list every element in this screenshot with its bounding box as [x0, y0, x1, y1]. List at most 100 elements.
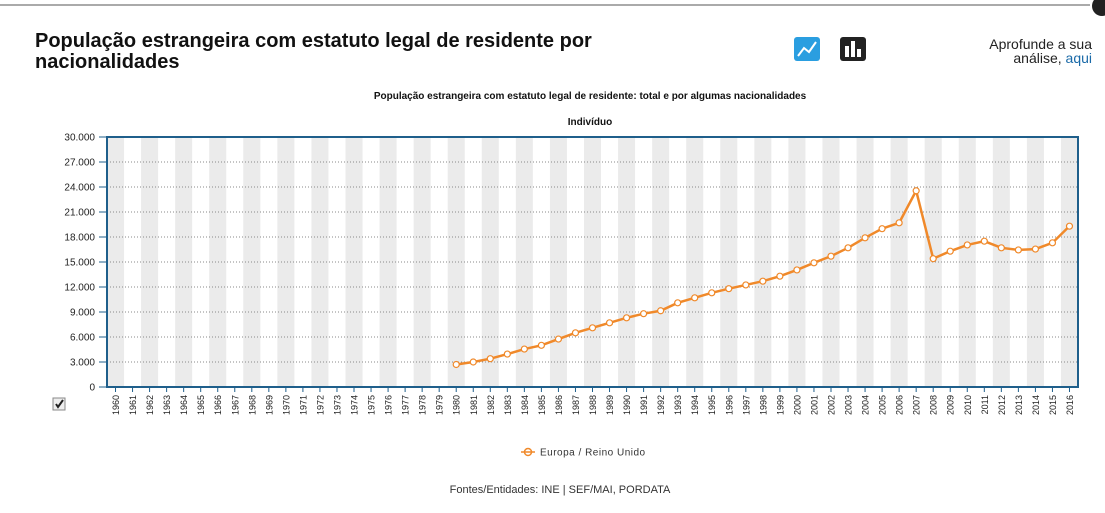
- x-tick-label: 1967: [230, 395, 240, 415]
- x-tick-label: 2016: [1065, 395, 1075, 415]
- bar-chart-button[interactable]: [840, 37, 866, 61]
- data-point: [1048, 239, 1057, 247]
- data-point: [554, 335, 563, 343]
- x-tick-label: 1976: [384, 395, 394, 415]
- y-tick-label: 24.000: [64, 183, 95, 194]
- x-tick-label: 1974: [350, 395, 360, 415]
- category-band: [1026, 137, 1044, 387]
- y-tick-label: 18.000: [64, 233, 95, 244]
- aside-link[interactable]: aqui: [1066, 50, 1092, 66]
- data-point: [691, 294, 699, 302]
- x-tick-label: 2015: [1048, 395, 1058, 415]
- category-band: [107, 137, 125, 387]
- category-band: [856, 137, 874, 387]
- x-tick-label: 1997: [741, 395, 751, 415]
- x-tick-label: 1978: [418, 395, 428, 415]
- data-point: [929, 255, 937, 263]
- data-point: [657, 307, 665, 315]
- x-tick-label: 2000: [792, 395, 802, 415]
- aside-text: análise,: [1013, 50, 1061, 66]
- y-tick-label: 0: [89, 383, 95, 394]
- x-tick-label: 1964: [179, 395, 189, 415]
- data-point: [946, 247, 954, 255]
- data-point: [1014, 246, 1022, 254]
- data-point: [878, 225, 886, 233]
- page-title: nacionalidades: [35, 51, 180, 73]
- x-tick-label: 1984: [520, 395, 530, 415]
- data-point: [605, 319, 614, 327]
- x-tick-label: 1961: [128, 395, 138, 415]
- category-band: [1060, 137, 1078, 387]
- x-tick-label: 1970: [281, 395, 291, 415]
- x-tick-label: 1979: [435, 395, 445, 415]
- x-tick-label: 1973: [332, 395, 342, 415]
- category-band: [175, 137, 193, 387]
- page-title: População estrangeira com estatuto legal…: [35, 30, 592, 52]
- x-tick-label: 1982: [486, 395, 496, 415]
- x-tick-label: 1980: [452, 395, 462, 415]
- x-tick-label: 1962: [145, 395, 155, 415]
- y-tick-label: 21.000: [64, 208, 95, 219]
- x-tick-label: 1998: [758, 395, 768, 415]
- y-tick-label: 12.000: [64, 283, 95, 294]
- aside-text: Aprofunde a sua: [989, 36, 1092, 52]
- x-tick-label: 1972: [315, 395, 325, 415]
- data-point: [725, 285, 733, 293]
- data-point: [810, 259, 818, 267]
- data-point: [827, 252, 835, 260]
- x-tick-label: 2009: [946, 395, 956, 415]
- y-axis-label: Indivíduo: [568, 117, 612, 128]
- data-point: [674, 299, 682, 307]
- data-point: [1065, 222, 1074, 230]
- x-tick-label: 1963: [162, 395, 172, 415]
- category-band: [277, 137, 295, 387]
- source-note: Fontes/Entidades: INE | SEF/MAI, PORDATA: [450, 484, 671, 496]
- category-band: [345, 137, 363, 387]
- x-tick-label: 1968: [247, 395, 257, 415]
- category-band: [379, 137, 397, 387]
- x-tick-label: 2012: [997, 395, 1007, 415]
- category-band: [652, 137, 670, 387]
- data-point: [486, 355, 494, 363]
- x-tick-label: 2004: [861, 395, 871, 415]
- data-point: [742, 281, 750, 289]
- x-tick-label: 1977: [401, 395, 411, 415]
- category-band: [209, 137, 227, 387]
- data-point: [469, 358, 477, 366]
- legend-label: Europa / Reino Unido: [540, 448, 646, 459]
- x-tick-label: 1989: [605, 395, 615, 415]
- x-tick-label: 1992: [656, 395, 666, 415]
- data-point: [912, 187, 920, 195]
- data-point: [980, 237, 988, 245]
- category-band: [481, 137, 499, 387]
- data-point: [963, 241, 971, 249]
- line-chart-button[interactable]: [794, 37, 820, 61]
- x-tick-label: 1965: [196, 395, 206, 415]
- category-band: [958, 137, 976, 387]
- category-band: [311, 137, 329, 387]
- x-tick-label: 1986: [554, 395, 564, 415]
- x-tick-label: 1991: [639, 395, 649, 415]
- x-tick-label: 1971: [298, 395, 308, 415]
- x-tick-label: 1985: [537, 395, 547, 415]
- x-tick-label: 2003: [844, 395, 854, 415]
- y-tick-label: 27.000: [64, 158, 95, 169]
- x-tick-label: 1983: [503, 395, 513, 415]
- checkbox[interactable]: [52, 397, 66, 411]
- x-tick-label: 1994: [690, 395, 700, 415]
- x-tick-label: 1987: [571, 395, 581, 415]
- category-band: [583, 137, 602, 387]
- x-tick-label: 2010: [963, 395, 973, 415]
- y-tick-label: 6.000: [70, 333, 95, 344]
- y-tick-label: 9.000: [70, 308, 95, 319]
- x-tick-label: 1981: [469, 395, 479, 415]
- x-tick-label: 2011: [980, 395, 990, 414]
- category-band: [549, 137, 567, 387]
- x-tick-label: 1993: [673, 395, 683, 415]
- data-point: [503, 350, 511, 358]
- data-point: [895, 219, 903, 227]
- x-tick-label: 1975: [367, 395, 377, 415]
- x-tick-label: 2007: [912, 395, 922, 415]
- data-point: [997, 244, 1005, 252]
- close-button[interactable]: [1092, 0, 1105, 16]
